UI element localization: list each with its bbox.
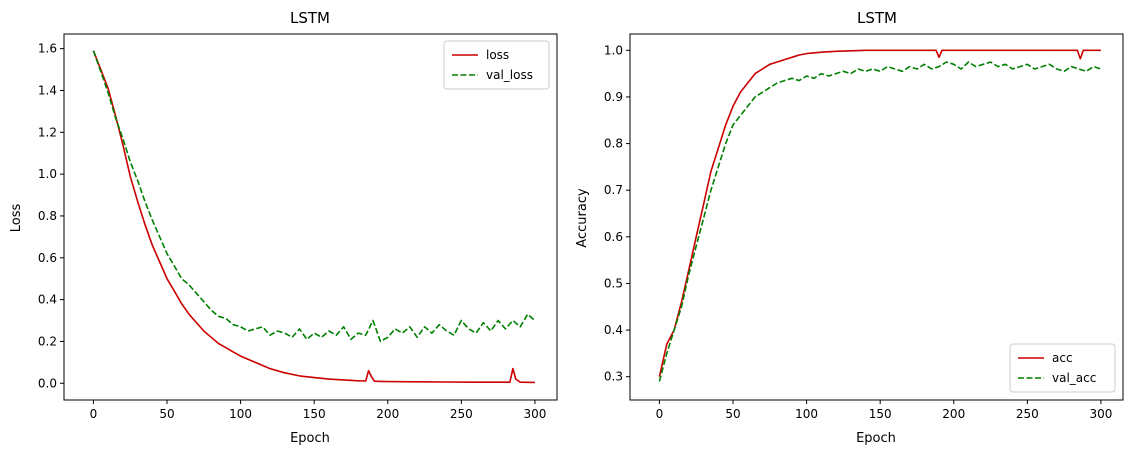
loss-y-tick-label: 0.8 — [38, 209, 57, 223]
loss-legend: loss val_loss — [443, 40, 550, 90]
accuracy-x-tick-label: 100 — [795, 407, 818, 421]
accuracy-legend: acc val_acc — [1009, 343, 1116, 393]
accuracy-x-tick-label: 200 — [942, 407, 965, 421]
accuracy-axes-frame — [629, 33, 1124, 401]
accuracy-plot-lines — [658, 49, 1102, 382]
accuracy-axis-ticks: 0 50 100 150 200 250 300 0.3 0.4 0.5 0.6 0.7 0.8 0.9 1… — [604, 43, 1112, 421]
loss-x-tick-label: 0 — [90, 407, 98, 421]
loss-series-val-loss — [92, 50, 536, 343]
loss-panel: LSTM Epoch Loss 0 50 100 150 200 250 300 0.0 0.2… — [9, 9, 558, 446]
accuracy-chart-title: LSTM — [857, 9, 897, 27]
loss-legend-label: loss — [486, 48, 509, 62]
loss-y-tick-label: 0.0 — [38, 376, 57, 390]
loss-x-tick-label: 300 — [523, 407, 546, 421]
loss-y-tick-label: 1.4 — [38, 83, 57, 97]
accuracy-x-tick-label: 250 — [1016, 407, 1039, 421]
loss-y-axis-label: Loss — [9, 204, 24, 233]
loss-y-tick-label: 1.2 — [38, 125, 57, 139]
loss-x-tick-label: 150 — [303, 407, 326, 421]
loss-x-tick-label: 250 — [450, 407, 473, 421]
accuracy-y-tick-label: 0.4 — [604, 323, 623, 337]
accuracy-series-acc — [658, 49, 1101, 377]
accuracy-y-tick-label: 0.3 — [604, 370, 623, 384]
accuracy-y-tick-label: 0.9 — [604, 90, 623, 104]
loss-y-tick-label: 1.6 — [38, 42, 57, 56]
loss-chart-title: LSTM — [290, 9, 330, 27]
loss-axes-frame — [63, 33, 558, 401]
accuracy-x-tick-label: 300 — [1089, 407, 1112, 421]
accuracy-legend-label: val_acc — [1052, 371, 1096, 385]
accuracy-x-axis-label: Epoch — [856, 431, 896, 446]
loss-plot-lines — [92, 50, 536, 384]
accuracy-x-tick-label: 0 — [656, 407, 664, 421]
accuracy-legend-box — [1009, 343, 1116, 393]
loss-y-tick-label: 0.6 — [38, 251, 57, 265]
accuracy-x-tick-label: 50 — [725, 407, 740, 421]
loss-legend-box — [443, 40, 550, 90]
loss-x-axis-label: Epoch — [290, 431, 330, 446]
loss-x-tick-label: 50 — [159, 407, 174, 421]
loss-axis-ticks: 0 50 100 150 200 250 300 0.0 0.2 0.4 0.6 0.8 1.0 1.2 1… — [38, 42, 546, 421]
accuracy-legend-label: acc — [1052, 351, 1073, 365]
loss-x-tick-label: 200 — [376, 407, 399, 421]
loss-x-tick-label: 100 — [229, 407, 252, 421]
accuracy-y-tick-label: 0.8 — [604, 137, 623, 151]
loss-y-tick-label: 0.2 — [38, 334, 57, 348]
accuracy-series-val-acc — [658, 61, 1102, 382]
loss-legend-label: val_loss — [486, 68, 533, 82]
loss-y-tick-label: 1.0 — [38, 167, 57, 181]
loss-series-loss — [92, 50, 535, 384]
accuracy-panel: LSTM Epoch Accuracy 0 50 100 150 200 250 300 0.… — [575, 9, 1124, 446]
accuracy-y-axis-label: Accuracy — [575, 188, 590, 248]
loss-y-tick-label: 0.4 — [38, 293, 57, 307]
accuracy-y-tick-label: 0.6 — [604, 230, 623, 244]
accuracy-y-tick-label: 1.0 — [604, 43, 623, 57]
accuracy-y-tick-label: 0.7 — [604, 183, 623, 197]
accuracy-y-tick-label: 0.5 — [604, 276, 623, 290]
accuracy-x-tick-label: 150 — [869, 407, 892, 421]
